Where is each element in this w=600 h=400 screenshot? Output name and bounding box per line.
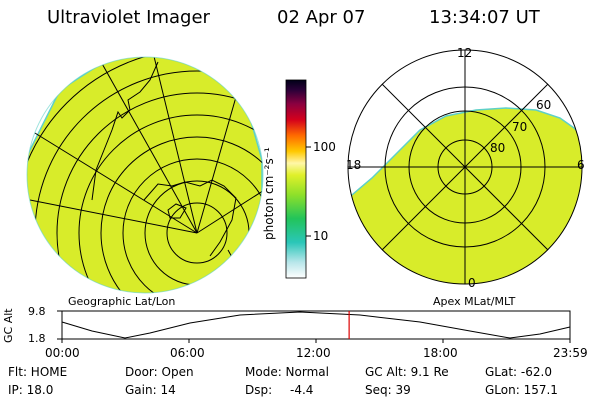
xtick-1200: 12:00	[296, 346, 331, 360]
xtick-0000: 00:00	[45, 346, 80, 360]
polar-image	[348, 107, 582, 284]
altitude-ytick-min: 1.8	[28, 332, 46, 345]
gain-status: Gain: 14	[125, 383, 176, 397]
xtick-1800: 18:00	[423, 346, 458, 360]
glon-status: GLon: 157.1	[485, 383, 558, 397]
mlt-label-0: 0	[468, 276, 476, 290]
gc-alt-status: GC Alt: 9.1 Re	[365, 365, 449, 379]
xtick-2359: 23:59	[553, 346, 588, 360]
left-panel-label: Geographic Lat/Lon	[68, 295, 176, 308]
time-label: 13:34:07 UT	[429, 7, 540, 28]
altitude-xticks	[61, 339, 571, 343]
mode-status: Mode: Normal	[245, 365, 329, 379]
altitude-plot	[57, 310, 571, 343]
right-panel-label: Apex MLat/MLT	[433, 295, 516, 308]
mlat-label-60: 60	[536, 98, 552, 112]
geographic-image	[27, 57, 263, 293]
polar-grid	[347, 49, 583, 285]
mlt-label-12: 12	[457, 46, 473, 60]
altitude-ylabel: GC Alt	[2, 308, 15, 343]
dsp-value: -4.4	[290, 383, 314, 397]
filter-status: Flt: HOME	[8, 365, 68, 379]
app-title: Ultraviolet Imager	[47, 7, 210, 28]
colorbar-tick-100: 100	[313, 140, 336, 154]
mlt-label-18: 18	[346, 158, 362, 172]
aurora-fill-right	[348, 107, 582, 284]
geographic-frame	[26, 56, 264, 294]
altitude-plot-frame	[61, 310, 571, 340]
altitude-curve	[61, 311, 571, 339]
ip-status: IP: 18.0	[8, 383, 54, 397]
aurora-fill-left	[27, 57, 263, 293]
xtick-0600: 06:00	[170, 346, 205, 360]
seq-status: Seq: 39	[365, 383, 411, 397]
glat-status: GLat: -62.0	[485, 365, 552, 379]
colorbar	[285, 79, 307, 279]
mlt-label-6: 6	[577, 158, 585, 172]
door-status: Door: Open	[125, 365, 194, 379]
date-label: 02 Apr 07	[277, 7, 366, 28]
mlat-label-80: 80	[490, 141, 506, 155]
mlat-label-70: 70	[512, 120, 528, 134]
colorbar-tick-10: 10	[313, 229, 329, 243]
dsp-label: Dsp:	[245, 383, 273, 397]
altitude-ytick-max: 9.8	[28, 305, 46, 318]
colorbar-unit-label: photon cm⁻²s⁻¹	[262, 147, 276, 240]
